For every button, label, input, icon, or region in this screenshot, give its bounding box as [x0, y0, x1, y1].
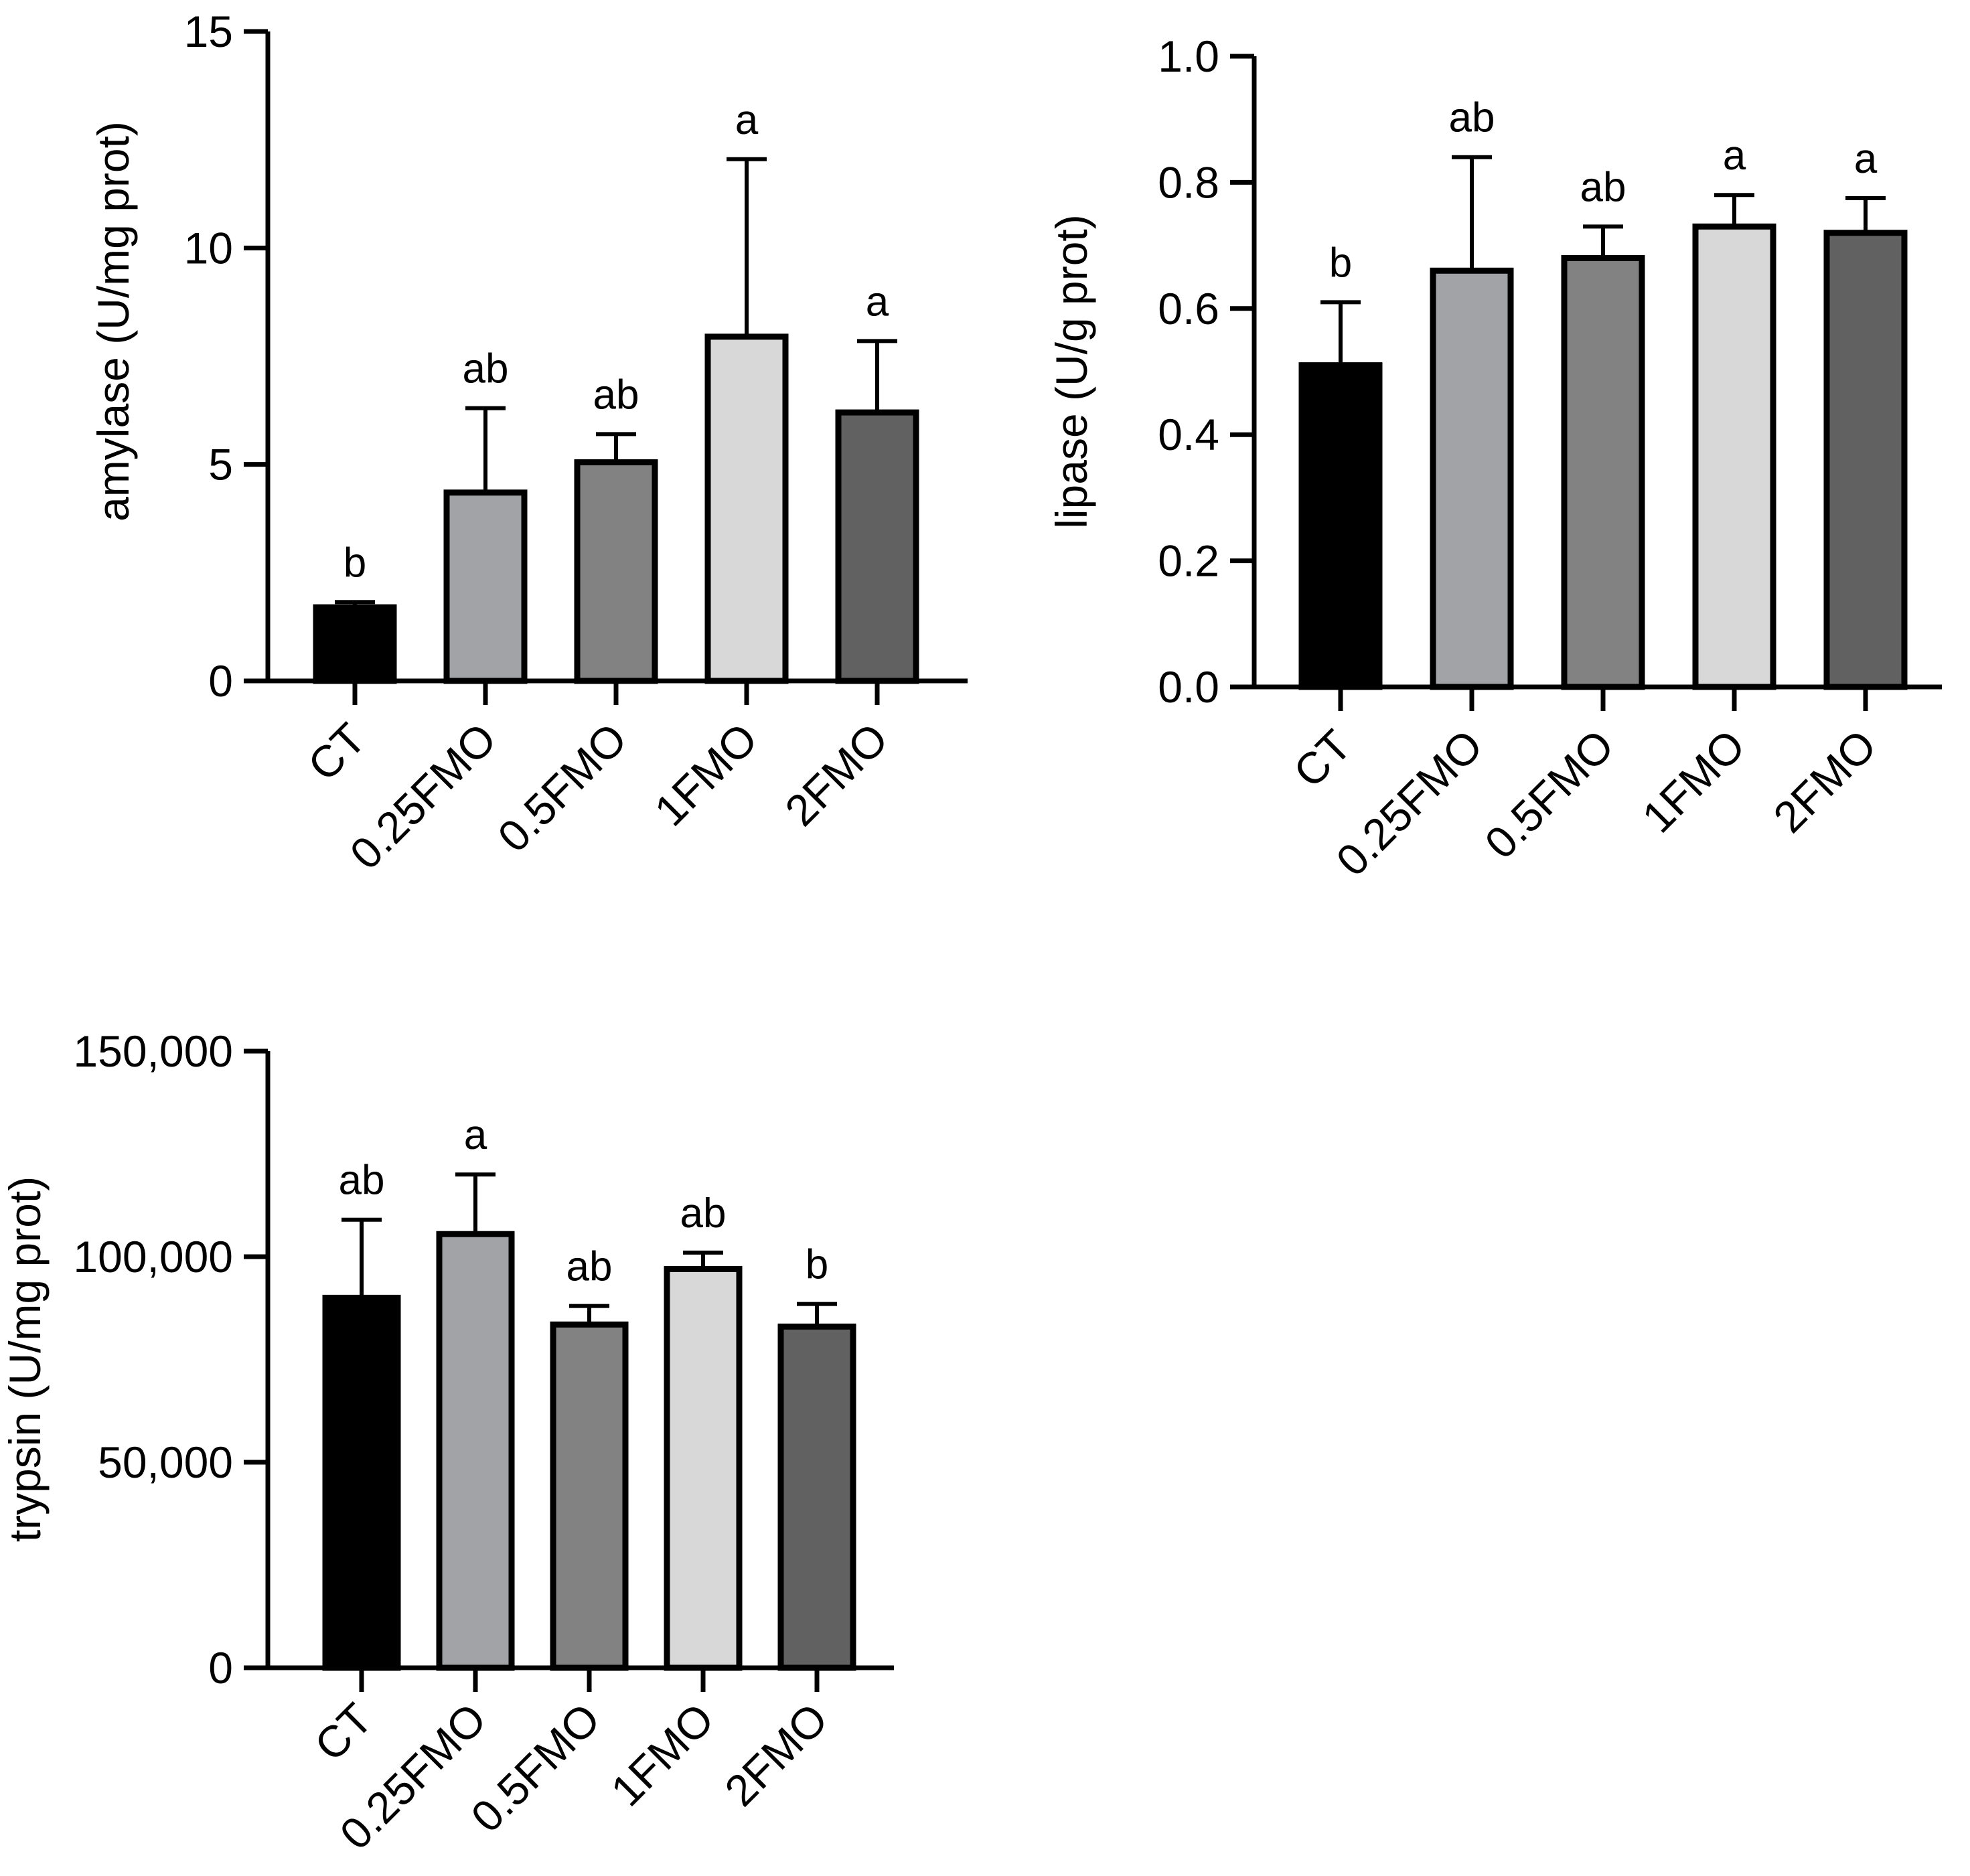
bar-2FMO	[1823, 230, 1908, 690]
x-tick-label: 1FMO	[1633, 720, 1754, 842]
bar-0.25FMO	[1430, 267, 1514, 690]
chart-lipase: b ab ab a a 0.0 0.2 0.4 0.6 0.8 1.0 CT0.25FMO0.5FMO…	[1047, 31, 1942, 885]
significance-label: b	[806, 1242, 828, 1288]
significance-label: ab	[566, 1244, 613, 1290]
x-tick-label: 0.25FMO	[340, 714, 506, 879]
bar-2FMO	[835, 409, 919, 684]
y-tick-label: 0.8	[1158, 157, 1219, 207]
significance-label: ab	[463, 346, 509, 392]
y-tick-label: 10	[184, 223, 233, 272]
bar-CT	[1298, 362, 1383, 690]
y-tick-label: 0	[208, 1643, 233, 1693]
bar-2FMO	[777, 1323, 856, 1671]
significance-label: ab	[593, 372, 639, 418]
y-tick-label: 0.4	[1158, 410, 1219, 459]
y-tick-label: 0.0	[1158, 662, 1219, 712]
x-tick-label: 0.5FMO	[461, 1694, 609, 1842]
x-tick-label: CT	[305, 1694, 382, 1771]
significance-label: a	[866, 279, 889, 325]
y-tick-label: 1.0	[1158, 31, 1219, 81]
significance-label: ab	[1580, 164, 1626, 210]
y-tick-label: 0	[208, 656, 233, 706]
y-tick-label: 100,000	[73, 1232, 233, 1281]
bar-CT	[313, 604, 397, 684]
significance-label: a	[735, 97, 759, 143]
bar-0.25FMO	[443, 489, 528, 684]
bar-1FMO	[1692, 223, 1776, 690]
bar-0.5FMO	[1561, 254, 1645, 690]
y-tick-label: 0.6	[1158, 284, 1219, 333]
y-tick-label: 50,000	[98, 1437, 233, 1487]
bar-CT	[322, 1294, 401, 1671]
x-tick-label: 2FMO	[775, 714, 897, 836]
x-tick-label: 0.5FMO	[1475, 720, 1623, 868]
x-tick-label: 1FMO	[645, 714, 767, 836]
bar-0.25FMO	[436, 1231, 515, 1671]
chart-trypsin: abaababb050,000100,000150,000CT0.25FMO0.…	[0, 1026, 894, 1859]
significance-label: b	[1329, 240, 1352, 286]
significance-label: ab	[680, 1190, 727, 1237]
y-tick-label: 150,000	[73, 1026, 233, 1076]
x-tick-label: CT	[298, 714, 375, 791]
bar-1FMO	[704, 333, 789, 684]
y-tick-label: 5	[208, 440, 233, 489]
x-tick-label: 1FMO	[601, 1694, 723, 1816]
significance-label: ab	[1449, 95, 1495, 141]
significance-label: a	[1723, 133, 1746, 179]
y-axis-title: trypsin (U/mg prot)	[0, 1176, 50, 1542]
x-tick-label: 0.25FMO	[1327, 720, 1492, 886]
bar-0.5FMO	[550, 1321, 629, 1671]
bar-0.5FMO	[574, 459, 658, 684]
x-tick-label: 2FMO	[715, 1694, 837, 1816]
x-tick-label: CT	[1284, 720, 1361, 797]
x-tick-label: 0.5FMO	[488, 714, 636, 862]
y-axis-title: amylase (U/mg prot)	[88, 121, 138, 522]
y-tick-label: 0.2	[1158, 536, 1219, 586]
significance-label: ab	[339, 1158, 385, 1204]
bar-1FMO	[664, 1265, 743, 1671]
significance-label: a	[1854, 136, 1878, 182]
y-tick-label: 15	[184, 7, 233, 56]
y-axis-title: lipase (U/g prot)	[1047, 214, 1096, 529]
significance-label: b	[344, 540, 366, 586]
significance-label: a	[464, 1112, 487, 1158]
x-tick-label: 2FMO	[1764, 720, 1886, 842]
